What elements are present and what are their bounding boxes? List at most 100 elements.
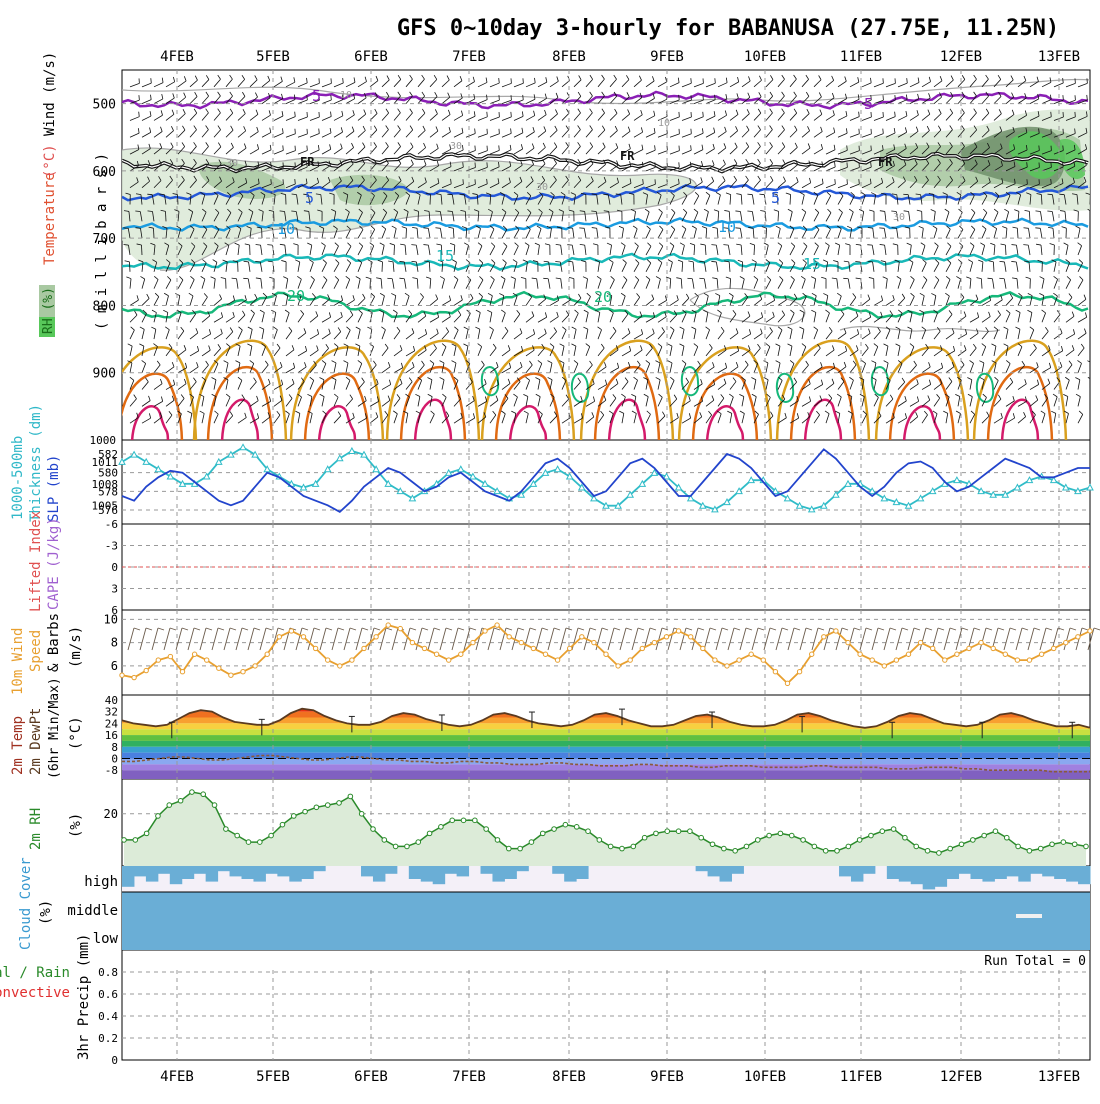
wind-barb-flag [834, 128, 835, 133]
wind-barb-flag [452, 361, 456, 363]
wind10-speed-point [132, 675, 136, 679]
wind-barb [826, 414, 829, 423]
wind-barb-flag [145, 378, 148, 382]
wind-barb [958, 229, 963, 238]
wind-barb-flag [152, 310, 156, 312]
wind-barb-flag [853, 293, 856, 297]
wind-barb-flag [304, 362, 306, 367]
rh2m-point [880, 829, 885, 834]
upper-tick-1000: 1000 [90, 434, 117, 447]
wind-barb [778, 147, 785, 154]
wind-barb [742, 147, 749, 154]
wind-barb [946, 413, 948, 423]
wind-barb [658, 151, 667, 154]
wind-barb-flag [496, 362, 498, 367]
wind10-barb [1028, 628, 1034, 650]
wind-barb-flag [501, 411, 505, 414]
wind-barb-flag [218, 109, 221, 113]
wind-barb-flag [346, 377, 350, 380]
wind-barb [982, 331, 988, 339]
contour-label-fr-2: FR [620, 149, 635, 163]
wind-barb [166, 415, 172, 423]
wind-barb-flag [233, 296, 234, 301]
wind-barb-flag [1024, 76, 1026, 81]
li-tick-3: 3 [111, 583, 118, 596]
wind-barb [466, 401, 474, 407]
wind-barb [478, 100, 487, 104]
wind-barb-flag [947, 260, 951, 264]
wind-barb-flag [268, 379, 270, 384]
wind10-barb-flag [242, 628, 248, 630]
wind-barb [682, 229, 686, 238]
wind-barb [334, 263, 339, 272]
wind-barb [1090, 181, 1097, 188]
wind-barb-flag [342, 111, 343, 116]
wind-barb [778, 211, 779, 221]
wind-barb [922, 296, 924, 306]
wind-barb [226, 332, 233, 339]
wind-barb [740, 228, 742, 238]
wind-barb [838, 229, 841, 238]
li-tick--6: -6 [105, 518, 118, 531]
wind10-speed-point [652, 640, 656, 644]
run-total: Run Total = 0 [984, 954, 1086, 969]
wind-barb [142, 132, 151, 137]
wind-barb [1006, 364, 1010, 373]
wind-barb [658, 363, 660, 373]
wind-barb [466, 313, 470, 322]
wind-barb [177, 195, 178, 205]
wind-barb [166, 82, 175, 87]
wind-barb-flag [736, 328, 738, 333]
wind-barb-flag [700, 412, 702, 417]
wind-barb [766, 228, 767, 238]
wind-barb [910, 82, 919, 86]
wind-barb [766, 380, 768, 390]
wind10-barb-flag [1070, 628, 1076, 630]
wind-barb-flag [788, 344, 792, 346]
wind-barb [850, 134, 859, 138]
wind-barb [370, 401, 379, 406]
wind-barb [885, 211, 886, 221]
wind-barb-flag [935, 276, 939, 280]
contour-30-day-2 [305, 374, 369, 445]
wind-barb [1018, 347, 1022, 356]
wind-barb-flag [680, 344, 684, 346]
wind-barb [286, 151, 295, 154]
rh2m-tick-20: 20 [104, 807, 118, 821]
wind-barb [922, 280, 927, 289]
rh2m-point [540, 831, 545, 836]
wind-barb-flag [662, 412, 665, 416]
wind-barb [394, 296, 396, 306]
wind-barb-flag [206, 361, 209, 365]
wind-barb-flag [436, 295, 438, 300]
wind-barb-flag [845, 76, 847, 81]
rh2m-point [190, 790, 195, 795]
wind-barb-flag [173, 77, 174, 82]
wind10-speed-point [422, 646, 426, 650]
wind-barb-flag [841, 310, 844, 314]
wind-barb [634, 280, 639, 289]
wind-barb [838, 184, 847, 187]
wind-barb [250, 149, 259, 154]
wind10-barb-flag [626, 628, 632, 630]
wind-barb [310, 134, 319, 138]
wind-barb-flag [809, 396, 810, 401]
wind-barb [658, 82, 667, 87]
wind-barb [970, 333, 978, 339]
wind-barb [382, 330, 385, 339]
wind-barb-flag [416, 411, 420, 413]
wind-barb [526, 116, 535, 121]
cloud-high-cell [301, 866, 313, 879]
wind-barb-flag [496, 396, 498, 401]
wind-barb-flag [968, 260, 972, 263]
wind-barb [754, 363, 758, 372]
wind-barb [610, 113, 617, 120]
wind-barb [310, 245, 312, 255]
wind-barb [454, 245, 455, 255]
wind-barb [898, 401, 906, 407]
wind-barb [1042, 82, 1051, 86]
wind-barb [334, 132, 343, 137]
wind-barb-flag [778, 327, 782, 330]
wind-barb-flag [259, 327, 263, 329]
wind-barb [550, 332, 557, 339]
